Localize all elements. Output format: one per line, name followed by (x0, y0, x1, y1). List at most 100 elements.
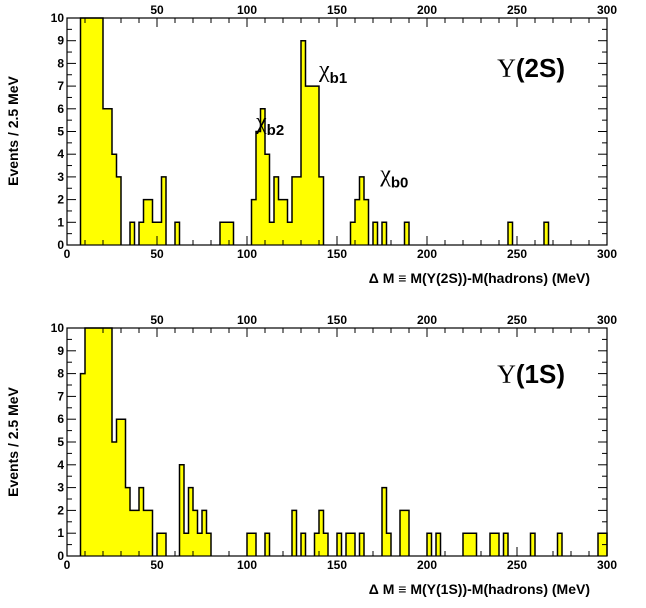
state-label: Υ(2S) (497, 53, 565, 83)
y-tick-label: 6 (57, 412, 64, 426)
histogram-bin (143, 510, 148, 556)
x-axis-label: Δ M ≡ M(Υ(1S))-M(hadrons) (MeV) (369, 581, 590, 597)
x-tick-label-top: 300 (597, 313, 617, 327)
histogram-bin (148, 199, 153, 245)
x-tick-label-top: 300 (597, 3, 617, 17)
histogram-bin (490, 533, 495, 556)
y-tick-label: 2 (57, 503, 64, 517)
histogram-bin (157, 533, 162, 556)
peak-annotation: χb0 (379, 161, 408, 191)
y-tick-label: 9 (57, 344, 64, 358)
x-tick-label-top: 200 (417, 313, 437, 327)
upsilon-1s-histogram-panel: 0 50 50 100 100 150 150 200 200 250 250 300 300 0 1 2 3 4… (5, 313, 617, 597)
histogram-bin (598, 533, 603, 556)
histogram-bin (503, 533, 508, 556)
y-tick-label: 7 (57, 389, 64, 403)
histogram-bin (359, 533, 364, 556)
histogram-bins (80, 18, 549, 246)
x-tick-label-bottom: 200 (417, 247, 437, 261)
y-tick-label: 3 (57, 170, 64, 184)
histogram-bin (256, 131, 261, 245)
histogram-bin (130, 510, 135, 556)
histogram-bin (80, 18, 85, 245)
histogram-bin (161, 533, 166, 556)
histogram-bin (229, 222, 234, 245)
histogram-bin (107, 328, 112, 556)
y-tick-label: 1 (57, 215, 64, 229)
histogram-bin (152, 222, 157, 245)
y-tick-label: 2 (57, 193, 64, 207)
histogram-bin (350, 533, 355, 556)
histogram-bin (94, 18, 99, 245)
histogram-bin (382, 487, 387, 556)
histogram-bin (319, 176, 324, 245)
x-tick-label-bottom: 300 (597, 247, 617, 261)
x-tick-label-bottom: 100 (237, 247, 257, 261)
histogram-bin (130, 222, 135, 245)
y-tick-label: 5 (57, 125, 64, 139)
histogram-bin (472, 533, 477, 556)
histogram-bin (89, 18, 94, 245)
histogram-bin (265, 154, 270, 245)
histogram-bin (427, 533, 432, 556)
x-tick-label-bottom: 300 (597, 558, 617, 572)
histogram-bin (382, 222, 387, 245)
histogram-bin (301, 533, 306, 556)
histogram-bin (292, 176, 297, 245)
histogram-bin (107, 108, 112, 245)
x-tick-label-top: 100 (237, 3, 257, 17)
histogram-bin (112, 154, 117, 245)
histogram-bin (310, 86, 315, 245)
y-tick-label: 10 (51, 11, 65, 25)
histogram-bin (251, 199, 256, 245)
x-tick-label-bottom: 50 (150, 247, 164, 261)
histogram-bin (179, 464, 184, 556)
y-axis-label: Events / 2.5 MeV (5, 75, 21, 185)
histogram-bin (436, 533, 441, 556)
histogram-bin (139, 487, 144, 556)
x-tick-label-top: 50 (150, 313, 164, 327)
histogram-bin (301, 40, 306, 246)
histogram-bin (94, 328, 99, 556)
y-tick-label: 8 (57, 367, 64, 381)
x-axis-ticks (66, 18, 608, 245)
histogram-bin (197, 533, 202, 556)
histogram-bin (224, 222, 229, 245)
histogram-bin (364, 199, 369, 245)
x-tick-label-top: 100 (237, 313, 257, 327)
histogram-bin (467, 533, 472, 556)
histogram-bin (373, 222, 378, 245)
histogram-bin (544, 222, 549, 245)
y-tick-label: 3 (57, 481, 64, 495)
histogram-bin (314, 533, 319, 556)
histogram-bin (557, 533, 562, 556)
plot-area (67, 328, 607, 556)
histogram-bin (463, 533, 468, 556)
histogram-bin (260, 108, 265, 245)
x-tick-label-bottom: 50 (150, 558, 164, 572)
histogram-bin (287, 222, 292, 245)
x-tick-label-bottom: 200 (417, 558, 437, 572)
histogram-bin (247, 533, 252, 556)
x-tick-label-top: 250 (507, 313, 527, 327)
histogram-bin (404, 222, 409, 245)
histogram-bin (337, 533, 342, 556)
histogram-bin (139, 222, 144, 245)
y-tick-label: 1 (57, 526, 64, 540)
y-tick-label: 4 (57, 147, 64, 161)
histogram-bin (314, 86, 319, 245)
histogram-bin (103, 108, 108, 245)
histogram-bin (265, 533, 270, 556)
histogram-bin (530, 533, 535, 556)
histogram-bin (355, 199, 360, 245)
x-tick-label-bottom: 250 (507, 247, 527, 261)
histogram-bin (157, 222, 162, 245)
state-label: Υ(1S) (497, 359, 565, 389)
y-tick-label: 9 (57, 34, 64, 48)
histogram-bins (80, 328, 607, 556)
y-tick-label: 0 (57, 238, 64, 252)
histogram-bin (274, 176, 279, 245)
histogram-bin (161, 176, 166, 245)
histogram-outline (79, 17, 550, 245)
histogram-bin (103, 328, 108, 556)
